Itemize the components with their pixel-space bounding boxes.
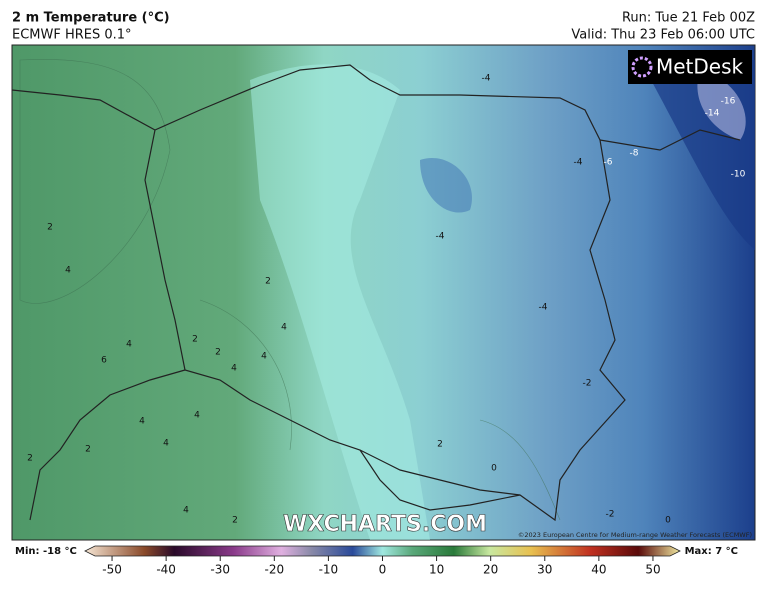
colorbar-tick-label: -50 [102, 563, 122, 577]
contour-label: -8 [630, 149, 639, 159]
contour-label: -4 [436, 232, 445, 242]
min-label: Min: -18 °C [15, 546, 77, 557]
contour-label: 4 [65, 266, 71, 276]
colorbar-tick-label: -10 [319, 563, 339, 577]
contour-label: -10 [731, 170, 746, 180]
colorbar-tick-label: 0 [379, 563, 387, 577]
logo-box [628, 50, 752, 84]
contour-label: 4 [281, 323, 287, 333]
contour-label: 2 [232, 516, 238, 526]
title: 2 m Temperature (°C) [12, 11, 170, 26]
contour-label: 4 [194, 411, 200, 421]
colorbar-tick-label: 10 [429, 563, 444, 577]
contour-label: -4 [482, 74, 491, 84]
copyright: ©2023 European Centre for Medium-range W… [518, 531, 752, 539]
contour-label: 4 [163, 439, 169, 449]
colorbar-tick-label: -30 [210, 563, 230, 577]
contour-label: 2 [437, 440, 443, 450]
contour-label: -4 [539, 303, 548, 313]
valid: Valid: Thu 23 Feb 06:00 UTC [571, 28, 755, 43]
contour-label: 2 [85, 445, 91, 455]
contour-labels: -4-4-6-8-10-16-14-4-4-224462244422224400… [27, 74, 745, 526]
contour-label: -4 [574, 158, 583, 168]
contour-label: 2 [215, 348, 221, 358]
logo-icon [631, 56, 653, 78]
contour-label: -2 [583, 379, 592, 389]
colorbar-tick-label: -20 [265, 563, 285, 577]
contour-label: 4 [261, 352, 267, 362]
colorbar-tick-label: 30 [537, 563, 552, 577]
contour-label: -14 [705, 109, 720, 119]
colorbar: -50 -40 -30 -20 -10 0 10 20 30 40 50 [84, 545, 681, 577]
colorbar-tick-label: 20 [483, 563, 498, 577]
contour-label: 4 [231, 364, 237, 374]
logo: MetDesk [656, 55, 744, 79]
watermark: WXCHARTS.COM [283, 512, 487, 537]
contour-label: 2 [192, 335, 198, 345]
colorbar-tick-label: 40 [591, 563, 606, 577]
run: Run: Tue 21 Feb 00Z [622, 11, 755, 26]
contour-label: 2 [47, 223, 53, 233]
colorbar-tick-label: 50 [645, 563, 660, 577]
contour-label: 2 [27, 454, 33, 464]
map [11, 44, 756, 541]
contour-label: 0 [665, 516, 671, 526]
contour-label: 6 [101, 356, 107, 366]
contour-label: 2 [265, 277, 271, 287]
colorbar-bar [84, 545, 681, 557]
contour-label: 4 [126, 340, 132, 350]
model: ECMWF HRES 0.1° [12, 28, 132, 43]
contour-label: -16 [721, 97, 736, 107]
contour-label: -6 [604, 158, 613, 168]
colorbar-tick-label: -40 [156, 563, 176, 577]
max-label: Max: 7 °C [685, 546, 738, 557]
contour-label: 4 [139, 417, 145, 427]
contour-label: 4 [183, 506, 189, 516]
contour-label: 0 [491, 464, 497, 474]
contour-label: -2 [606, 510, 615, 520]
